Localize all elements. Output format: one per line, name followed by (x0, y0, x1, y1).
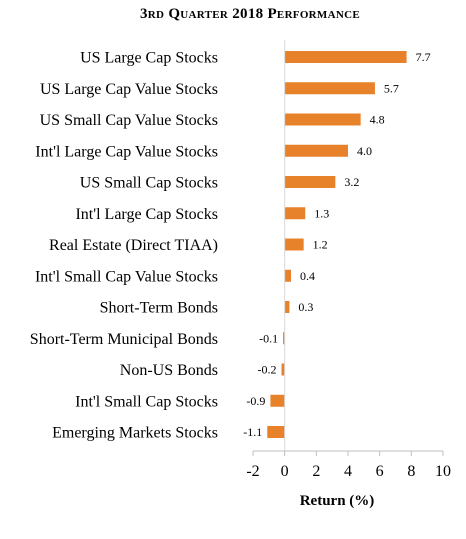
x-tick-label: 8 (407, 463, 415, 480)
bar (284, 144, 348, 157)
value-label: 4.0 (357, 144, 372, 158)
value-label: 0.3 (298, 300, 313, 314)
x-axis-title: Return (%) (300, 493, 375, 509)
category-label: Int'l Large Cap Stocks (75, 206, 218, 223)
category-label: US Small Cap Stocks (80, 175, 218, 192)
x-tick-label: 10 (435, 463, 451, 480)
x-axis: -2 0 2 4 6 8 10 (246, 40, 451, 480)
value-label: 3.2 (344, 175, 359, 189)
bar (284, 301, 290, 313)
bar (284, 113, 361, 126)
x-tick-label: 6 (376, 463, 384, 480)
bar (283, 332, 285, 345)
value-label: 1.3 (314, 206, 329, 220)
category-label: US Large Cap Stocks (80, 50, 218, 67)
x-tick-label: -2 (246, 463, 259, 480)
category-label: US Small Cap Value Stocks (40, 112, 218, 129)
value-label: 1.2 (313, 238, 328, 252)
value-label: -0.1 (259, 331, 278, 345)
category-labels: US Large Cap Stocks US Large Cap Value St… (30, 50, 218, 442)
value-label: -0.2 (258, 363, 277, 377)
category-label: Short-Term Municipal Bonds (30, 331, 218, 348)
value-label: 0.4 (300, 269, 315, 283)
value-label: 4.8 (370, 113, 385, 127)
x-tick-label: 4 (344, 463, 352, 480)
category-label: Emerging Markets Stocks (52, 425, 218, 442)
category-label: Short-Term Bonds (100, 300, 218, 317)
value-label: -0.9 (246, 394, 265, 408)
bar (284, 269, 291, 282)
bar (281, 363, 285, 376)
value-labels: 7.7 5.7 4.8 4.0 3.2 1.3 1.2 0.4 0.3 -0.1 -0.2 -0.9 -… (243, 50, 430, 439)
bar (284, 176, 336, 188)
bars-layer (267, 51, 407, 438)
bar (284, 51, 407, 63)
category-label: Non-US Bonds (120, 362, 218, 379)
chart-title: 3rd Quarter 2018 Performance (140, 6, 360, 22)
value-label: 5.7 (384, 81, 399, 95)
value-label: -1.1 (243, 425, 262, 439)
bar (284, 82, 375, 95)
bar (284, 238, 304, 251)
bar (267, 426, 285, 438)
category-label: Int'l Small Cap Value Stocks (35, 268, 218, 285)
x-tick-label: 2 (312, 463, 320, 480)
x-tick-label: 0 (281, 463, 289, 480)
category-label: Real Estate (Direct TIAA) (49, 237, 218, 254)
category-label: Int'l Large Cap Value Stocks (35, 143, 218, 160)
category-label: Int'l Small Cap Stocks (75, 393, 218, 410)
bar (270, 394, 285, 407)
bar (284, 207, 306, 220)
category-label: US Large Cap Value Stocks (40, 81, 218, 98)
value-label: 7.7 (416, 50, 431, 64)
